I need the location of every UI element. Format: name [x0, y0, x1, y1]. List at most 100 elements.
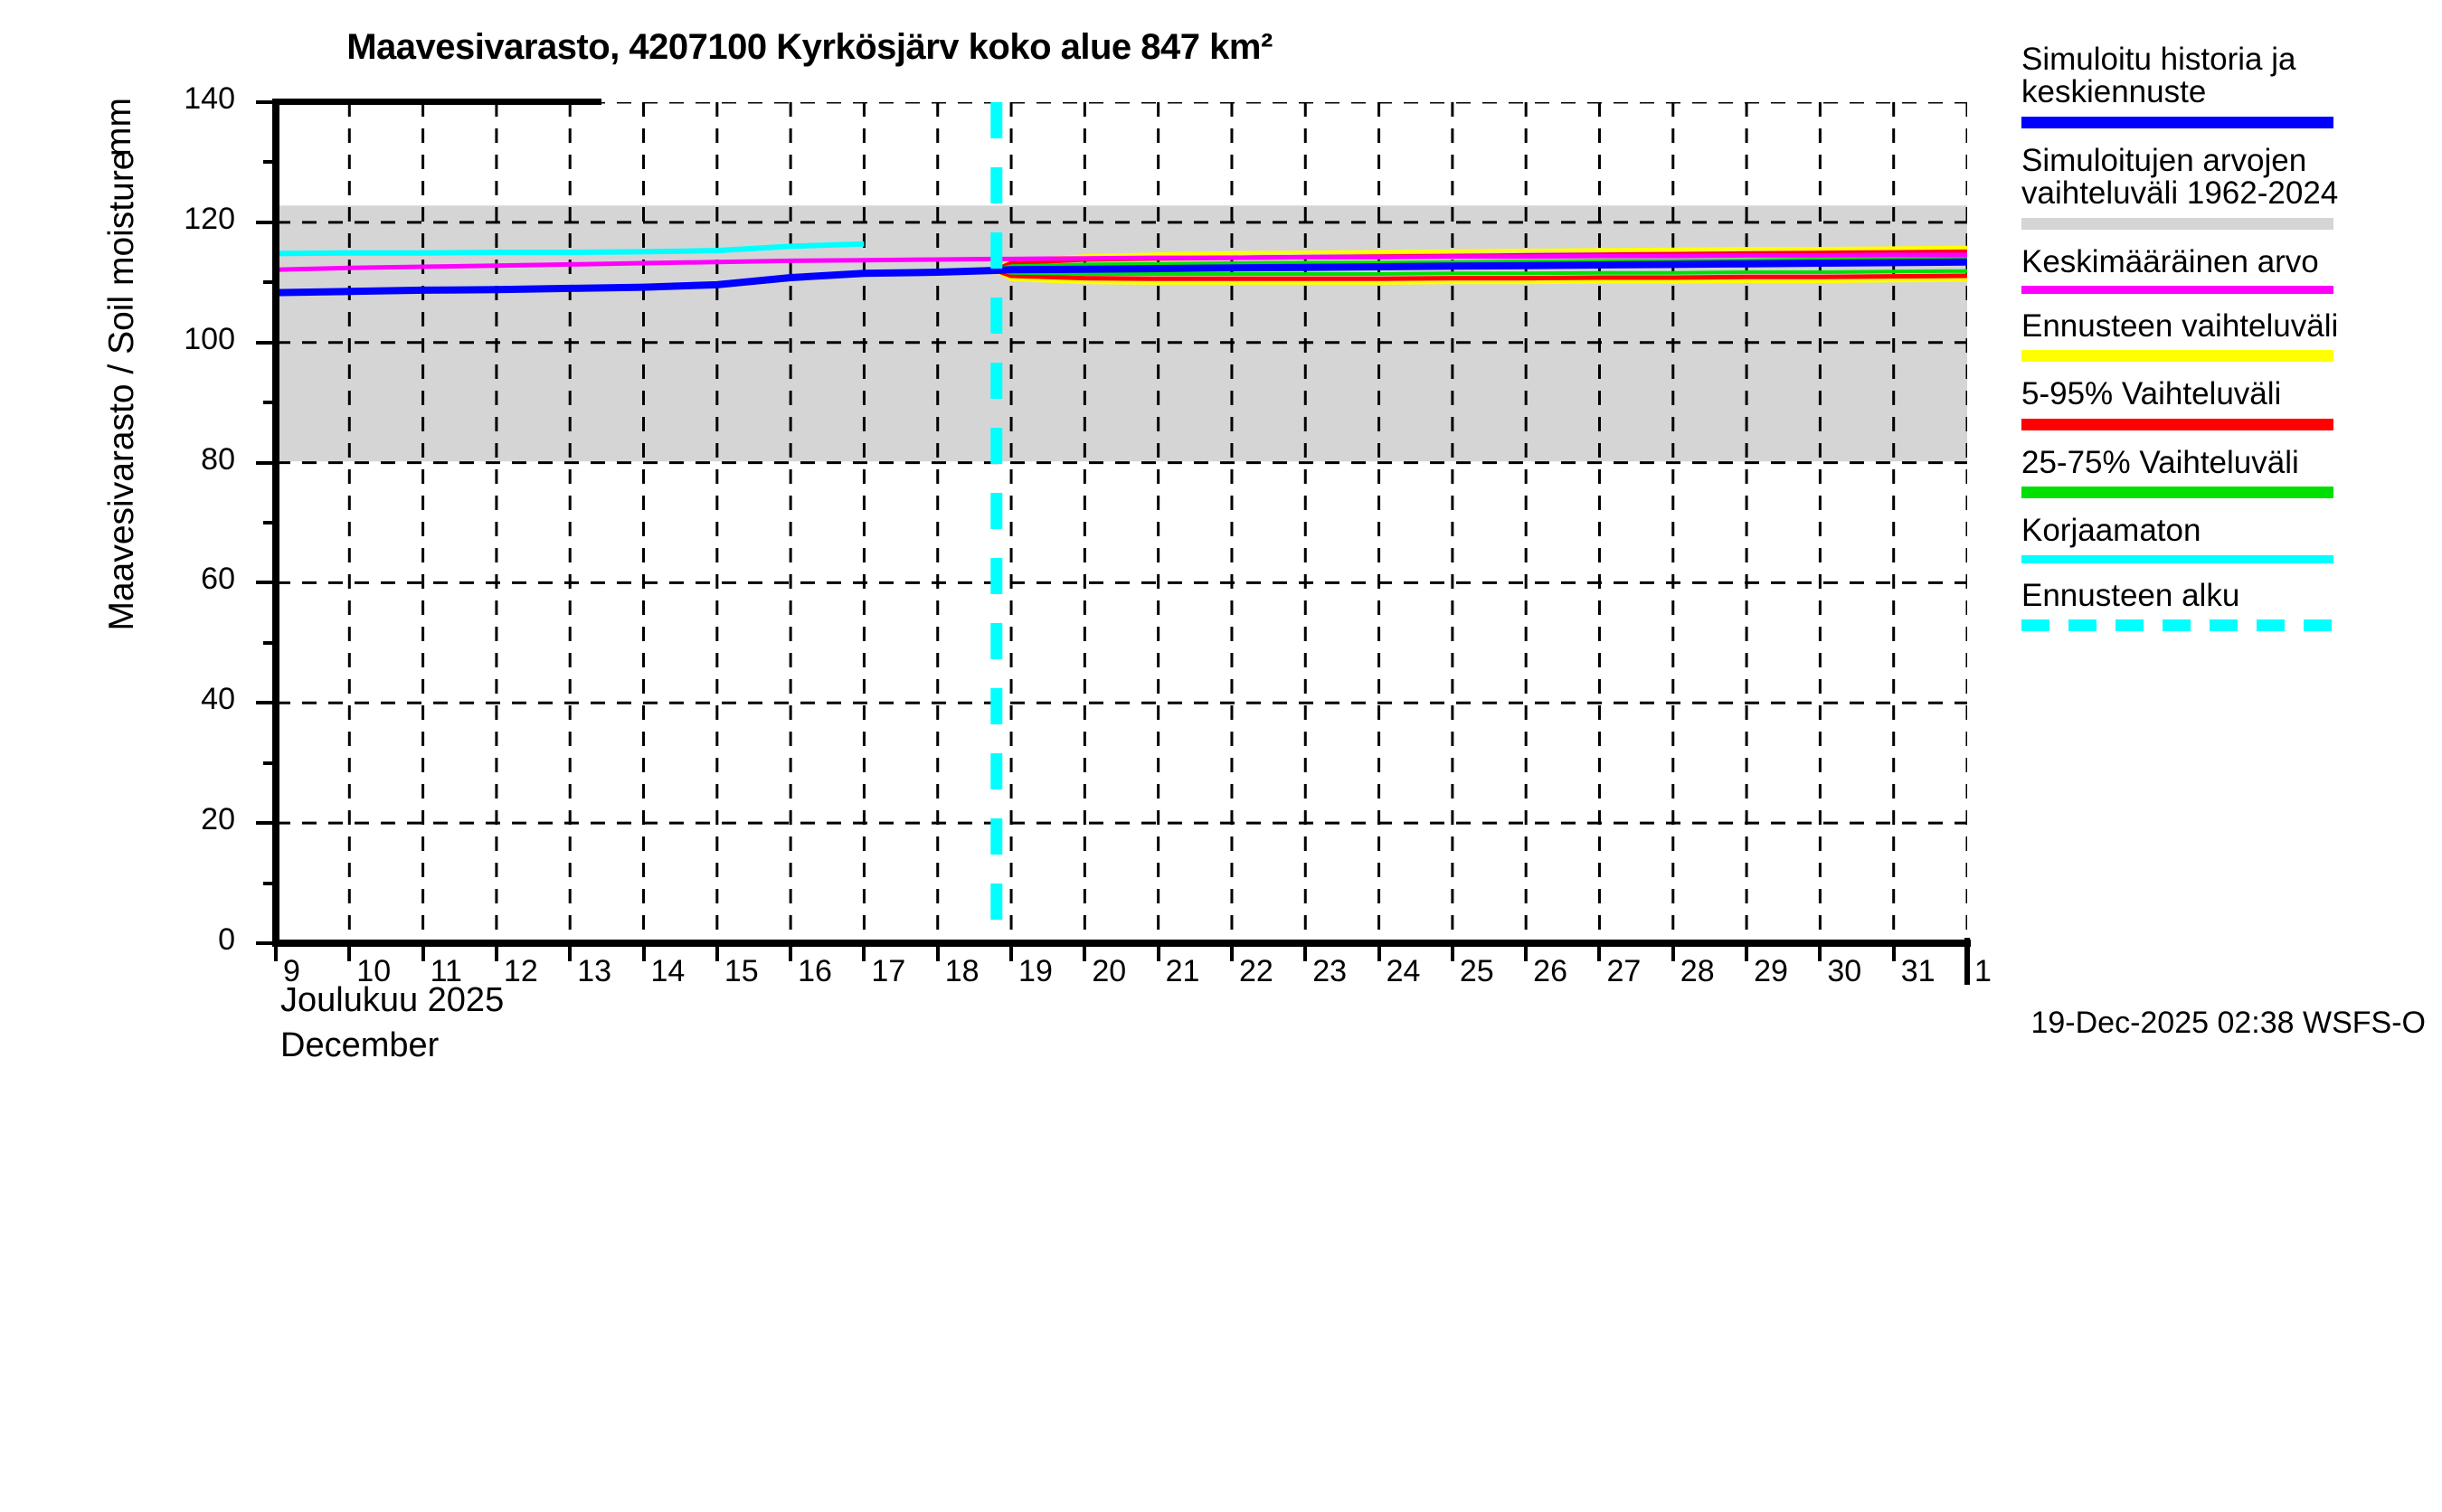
- y-tick-label: 140: [184, 81, 235, 116]
- series-line: [995, 269, 1967, 285]
- x-tick: [862, 947, 866, 961]
- x-tick: [1671, 947, 1675, 961]
- x-tick: [1083, 947, 1087, 961]
- x-tick-label: 26: [1533, 954, 1567, 988]
- x-tick: [1229, 947, 1234, 961]
- x-tick-label: 16: [798, 954, 832, 988]
- x-tick: [1009, 947, 1014, 961]
- y-tick: [256, 220, 276, 224]
- legend-item: Keskimääräinen arvo: [2021, 243, 2437, 294]
- x-tick-label: 29: [1754, 954, 1788, 988]
- y-tick: [263, 761, 276, 765]
- y-tick: [263, 160, 276, 165]
- x-tick: [715, 947, 719, 961]
- x-tick: [1891, 947, 1896, 961]
- legend-label: Korjaamaton: [2021, 513, 2201, 549]
- y-tick: [256, 100, 276, 104]
- y-tick: [256, 821, 276, 826]
- simulated-range-band: [276, 205, 1967, 462]
- x-tick-label: 27: [1606, 954, 1642, 988]
- legend-swatch: [2021, 619, 2333, 631]
- y-axis-title: Maavesivarasto / Soil moisture: [102, 150, 141, 631]
- legend-item: Ennusteen vaihteluväli: [2021, 307, 2437, 363]
- y-tick-label: 40: [201, 682, 235, 717]
- x-tick-label: 23: [1312, 954, 1348, 988]
- y-tick: [256, 460, 276, 465]
- legend-item: Korjaamaton: [2021, 513, 2437, 563]
- legend-item: Simuloitu historia ja keskiennuste: [2021, 43, 2437, 128]
- y-tick: [263, 280, 276, 285]
- x-tick-label: 22: [1238, 954, 1273, 988]
- series-line: [996, 269, 1967, 276]
- x-tick: [1745, 947, 1749, 961]
- x-tick-label: 14: [650, 954, 686, 988]
- y-tick: [263, 401, 276, 405]
- x-tick: [1450, 947, 1454, 961]
- x-tick: [935, 947, 940, 961]
- x-tick-label: 21: [1165, 954, 1200, 988]
- y-tick-label: 60: [201, 562, 235, 597]
- legend-swatch: [2021, 217, 2333, 230]
- series-line: [995, 245, 1967, 271]
- legend-label: Ennusteen alku: [2021, 577, 2240, 613]
- x-tick: [568, 947, 573, 961]
- y-tick: [256, 581, 276, 585]
- x-tick-label: 28: [1680, 954, 1715, 988]
- x-tick: [1597, 947, 1602, 961]
- x-tick-label: 20: [1092, 954, 1127, 988]
- y-tick: [263, 521, 276, 524]
- plot-area: 0 20 40 60 80 100 120 140 9 10 11 12 13 14 15 16 17 18 19 2…: [99, 81, 1992, 988]
- x-tick: [641, 947, 646, 961]
- x-tick-label: 19: [1018, 954, 1053, 988]
- legend-label: Keskimääräinen arvo: [2021, 243, 2319, 279]
- x-axis-line: [272, 940, 1971, 947]
- y-tick-label: 20: [201, 802, 235, 837]
- legend-item: Simuloitujen arvojen vaihteluväli 1962-2…: [2021, 142, 2437, 230]
- x-tick: [1818, 947, 1822, 961]
- x-tick: [1377, 947, 1381, 961]
- x-tick: [1156, 947, 1160, 961]
- series-line: [276, 258, 1967, 297]
- x-tick-label: 12: [503, 954, 538, 988]
- legend-swatch: [2021, 285, 2333, 294]
- x-tick: [1524, 947, 1529, 961]
- x-tick: [494, 947, 498, 961]
- y-tick-label: 100: [184, 321, 235, 356]
- series-line: [995, 268, 1967, 281]
- chart-legend: Simuloitu historia ja keskiennuste Simulo…: [2021, 43, 2437, 647]
- top-axis-stub: [276, 99, 601, 105]
- series-line: [276, 241, 865, 257]
- x-tick-label: 1: [1974, 954, 1992, 988]
- legend-label: Simuloitujen arvojen vaihteluväli 1962-2…: [2021, 142, 2339, 212]
- x-tick: [421, 947, 425, 961]
- legend-swatch: [2021, 116, 2333, 128]
- x-tick-label: 25: [1459, 954, 1494, 988]
- x-tick-label: 13: [577, 954, 612, 988]
- legend-swatch: [2021, 350, 2333, 363]
- year-boundary-tick: [1964, 938, 1970, 985]
- x-tick-label: 24: [1386, 954, 1421, 988]
- x-tick-label: 30: [1827, 954, 1862, 988]
- y-axis-line: [272, 99, 279, 947]
- x-tick: [347, 947, 352, 961]
- x-tick: [274, 947, 278, 961]
- legend-swatch: [2021, 487, 2333, 499]
- chart-canvas: [276, 102, 1967, 943]
- legend-label: Ennusteen vaihteluväli: [2021, 307, 2339, 344]
- legend-swatch: [2021, 418, 2333, 430]
- x-tick-label: 15: [724, 954, 759, 988]
- x-axis-month-en: December: [280, 1026, 440, 1064]
- legend-swatch: [2021, 554, 2333, 563]
- x-tick-label: 10: [356, 954, 392, 988]
- y-tick-label: 120: [184, 201, 235, 236]
- legend-item: 5-95% Vaihteluväli: [2021, 376, 2437, 430]
- legend-item: 25-75% Vaihteluväli: [2021, 446, 2437, 499]
- chart-page: Maavesivarasto, 4207100 Kyrkösjärv koko …: [99, 27, 2437, 1064]
- legend-label: 5-95% Vaihteluväli: [2021, 376, 2282, 412]
- y-tick-label: 0: [218, 922, 235, 957]
- x-tick-label: 9: [283, 954, 300, 988]
- y-tick: [256, 941, 276, 945]
- x-tick-label: 11: [430, 954, 462, 988]
- x-axis-month-fi: Joulukuu 2025: [280, 981, 505, 1019]
- series-line: [276, 252, 1967, 272]
